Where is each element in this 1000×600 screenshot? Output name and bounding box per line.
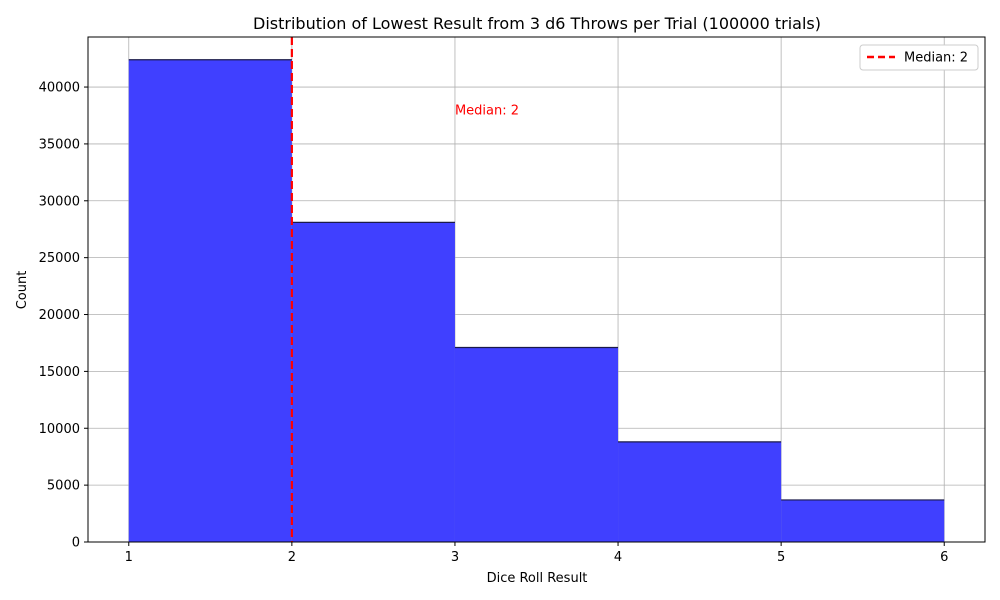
y-tick-label: 25000 bbox=[39, 251, 80, 266]
axes: 1 2 3 4 5 6 0 5000 10000 15000 20000 25000 30000 3500… bbox=[39, 36, 986, 565]
y-tick-label: 40000 bbox=[39, 81, 80, 96]
histogram-bar bbox=[128, 59, 292, 543]
y-tick-label: 10000 bbox=[39, 422, 80, 437]
chart-title: Distribution of Lowest Result from 3 d6 … bbox=[253, 14, 821, 33]
y-tick-label: 5000 bbox=[47, 479, 80, 494]
y-tick-label: 0 bbox=[72, 536, 80, 551]
histogram-bar bbox=[291, 222, 455, 542]
histogram-bar bbox=[618, 441, 782, 542]
y-axis-label: Count bbox=[15, 271, 30, 310]
median-annotation: Median: 2 bbox=[455, 103, 519, 118]
legend: Median: 2 bbox=[859, 44, 979, 71]
axes-frame bbox=[87, 36, 986, 543]
y-tick-label: 20000 bbox=[39, 308, 80, 323]
y-tick-label: 15000 bbox=[39, 365, 80, 380]
y-tick-label: 30000 bbox=[39, 194, 80, 209]
y-tick-label: 35000 bbox=[39, 137, 80, 152]
x-axis-label: Dice Roll Result bbox=[487, 571, 588, 586]
x-tick-label: 5 bbox=[777, 550, 785, 565]
histogram-bar bbox=[781, 499, 945, 542]
x-tick-label: 2 bbox=[288, 550, 296, 565]
legend-box bbox=[859, 44, 979, 71]
x-tick-label: 1 bbox=[125, 550, 133, 565]
legend-median-label: Median: 2 bbox=[904, 51, 968, 66]
x-tick-label: 3 bbox=[451, 550, 459, 565]
x-tick-label: 4 bbox=[614, 550, 622, 565]
median-line-group: Median: 2 bbox=[290, 37, 519, 542]
histogram-bars bbox=[128, 59, 945, 543]
x-tick-label: 6 bbox=[940, 550, 948, 565]
histogram-bar bbox=[454, 347, 619, 542]
